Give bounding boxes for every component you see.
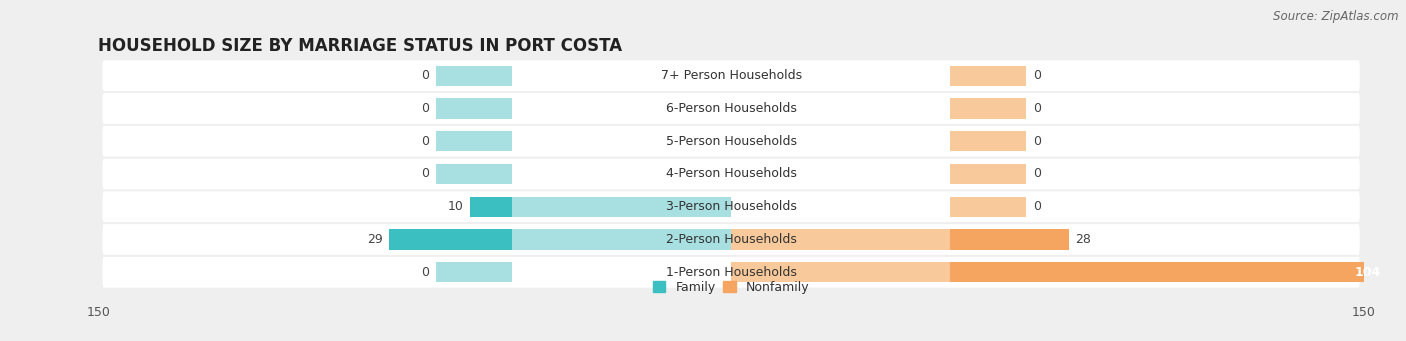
Text: 0: 0 (422, 69, 429, 82)
FancyBboxPatch shape (103, 60, 1360, 91)
Bar (731, 229, 950, 250)
Bar (950, 164, 1026, 184)
Bar (389, 229, 512, 250)
Text: 28: 28 (1074, 233, 1091, 246)
Text: 29: 29 (367, 233, 382, 246)
Text: 0: 0 (422, 102, 429, 115)
Text: 0: 0 (422, 167, 429, 180)
Text: 0: 0 (1032, 102, 1040, 115)
Text: 0: 0 (1032, 135, 1040, 148)
Text: 2-Person Households: 2-Person Households (665, 233, 797, 246)
FancyBboxPatch shape (103, 93, 1360, 124)
Text: 3-Person Households: 3-Person Households (665, 200, 797, 213)
Text: 6-Person Households: 6-Person Households (665, 102, 797, 115)
Text: 0: 0 (1032, 69, 1040, 82)
Bar (950, 196, 1026, 217)
FancyBboxPatch shape (103, 191, 1360, 222)
Bar (731, 262, 950, 282)
Legend: Family, Nonfamily: Family, Nonfamily (648, 276, 814, 299)
Text: 104: 104 (1354, 266, 1381, 279)
Bar (512, 229, 731, 250)
Bar (436, 65, 512, 86)
Text: 0: 0 (422, 135, 429, 148)
Text: Source: ZipAtlas.com: Source: ZipAtlas.com (1274, 10, 1399, 23)
Text: 5-Person Households: 5-Person Households (665, 135, 797, 148)
FancyBboxPatch shape (103, 257, 1360, 288)
FancyBboxPatch shape (103, 126, 1360, 157)
Bar (950, 65, 1026, 86)
Bar (436, 262, 512, 282)
Bar (950, 229, 1069, 250)
FancyBboxPatch shape (103, 159, 1360, 189)
Bar (436, 164, 512, 184)
Bar (436, 98, 512, 119)
Text: 0: 0 (1032, 167, 1040, 180)
Bar (512, 196, 731, 217)
Text: 0: 0 (422, 266, 429, 279)
Bar (436, 131, 512, 151)
Bar (950, 131, 1026, 151)
Text: 1-Person Households: 1-Person Households (665, 266, 797, 279)
Text: 10: 10 (447, 200, 463, 213)
Bar (950, 262, 1389, 282)
Text: HOUSEHOLD SIZE BY MARRIAGE STATUS IN PORT COSTA: HOUSEHOLD SIZE BY MARRIAGE STATUS IN POR… (98, 38, 623, 55)
FancyBboxPatch shape (103, 224, 1360, 255)
Text: 7+ Person Households: 7+ Person Households (661, 69, 801, 82)
Bar (950, 98, 1026, 119)
Bar (470, 196, 512, 217)
Text: 0: 0 (1032, 200, 1040, 213)
Text: 4-Person Households: 4-Person Households (665, 167, 797, 180)
